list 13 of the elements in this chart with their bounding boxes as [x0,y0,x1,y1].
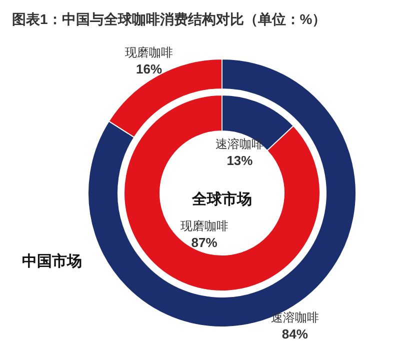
data-label: 84% [282,326,308,342]
donut-slice [88,58,356,328]
slice-label: 现磨咖啡 [125,45,174,60]
chart-title: 图表1：中国与全球咖啡消费结构对比（单位：%） [12,11,326,27]
slice-label: 速溶咖啡 [270,310,319,325]
slice-label: 现磨咖啡 [180,218,228,233]
slice-label: 速溶咖啡 [216,137,264,152]
text: 中国市场 [22,252,82,270]
data-label: 87% [191,234,218,250]
data-label: 13% [226,153,254,168]
data-label: 16% [136,61,162,76]
donut-slice [124,94,320,292]
text: 全球市场 [191,190,252,208]
